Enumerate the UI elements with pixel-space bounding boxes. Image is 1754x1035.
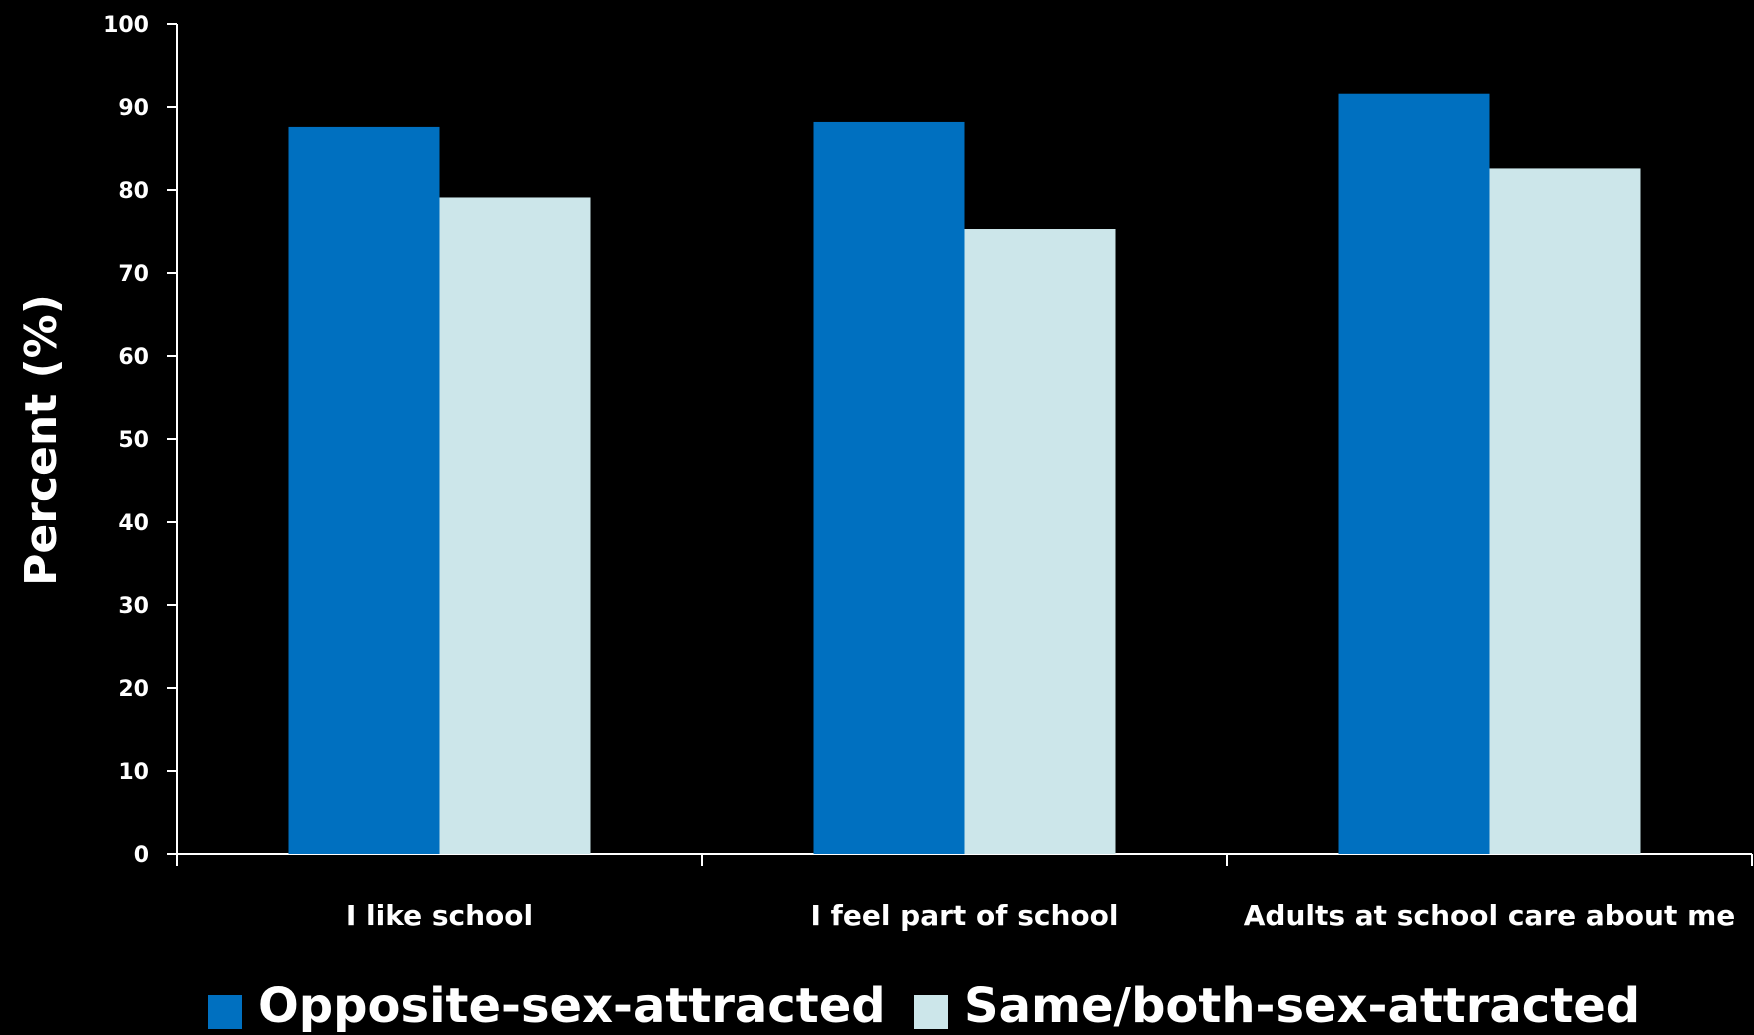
bar [964,229,1116,854]
y-tick-label: 50 [118,428,149,453]
legend-swatch [208,995,242,1029]
legend-label: Opposite-sex-attracted [258,978,886,1034]
y-tick-label: 10 [118,760,149,785]
x-category-label: I like school [346,899,533,932]
y-axis: 0 10 20 30 40 50 60 70 80 90 100 [103,13,178,868]
legend-swatch [914,995,948,1029]
legend: Opposite-sex-attracted Same/both-sex-attr… [208,978,1640,1034]
bars [288,93,1641,855]
y-tick-label: 90 [118,96,149,121]
y-tick-label: 60 [118,345,149,370]
y-tick-label: 80 [118,179,149,204]
bar [813,121,965,854]
y-tick-label: 40 [118,511,149,536]
bar [1489,168,1641,855]
x-axis [176,853,1753,866]
y-tick-label: 20 [118,677,149,702]
bar [439,197,591,855]
bar [1338,93,1490,855]
x-category-label: I feel part of school [811,899,1119,932]
y-tick-label: 30 [118,594,149,619]
y-tick-label: 0 [134,843,149,868]
bar [288,126,440,855]
y-tick-label: 100 [103,13,149,38]
x-category-label: Adults at school care about me [1244,899,1736,932]
y-axis-label: Percent (%) [16,294,67,586]
category-labels: I like school I feel part of school Adults… [346,899,1735,932]
legend-label: Same/both-sex-attracted [964,978,1640,1034]
y-tick-label: 70 [118,262,149,287]
